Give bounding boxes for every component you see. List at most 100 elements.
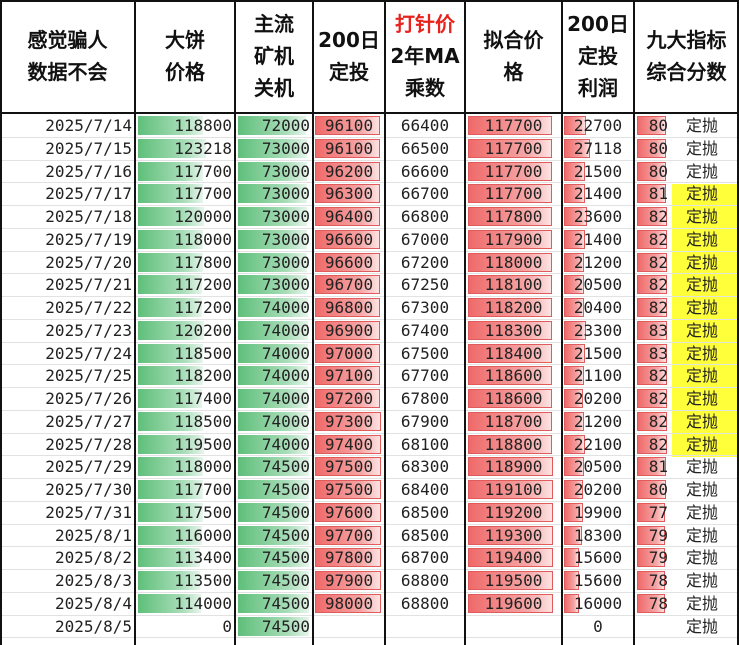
- btc-price-value: 120200: [174, 320, 232, 340]
- dca-profit-value: 22700: [573, 116, 623, 135]
- cell-date: 2025/7/20: [0, 251, 135, 274]
- cell-fitted-price: 117800: [465, 205, 562, 228]
- signal-text: 定抛: [686, 252, 719, 272]
- header-line: 感觉骗人: [27, 28, 108, 52]
- miner-shutdown-bar: [238, 116, 306, 135]
- miner-shutdown-bar: [238, 320, 308, 340]
- cell-btc-price: 120200: [135, 319, 235, 342]
- dca-profit-bar: [564, 138, 590, 158]
- dca-200-bar: [315, 252, 380, 272]
- dca-200-bar: [315, 161, 380, 181]
- cell-dca-profit: 21100: [562, 364, 634, 387]
- cell-btc-price: 120000: [135, 205, 235, 228]
- cell-miner-shutdown: 73000: [235, 160, 313, 183]
- ma-multiplier-value: 68500: [400, 525, 450, 545]
- table-row: 2025/7/27 118500 74000 97300 67900 118700 2120…: [0, 410, 739, 433]
- composite-score-value: 80: [648, 138, 668, 158]
- cell-miner-shutdown: 73000: [235, 228, 313, 251]
- date-text: 2025/7/30: [45, 480, 132, 499]
- composite-score-value: 80: [648, 116, 668, 135]
- cell-date: 2025/7/15: [0, 137, 135, 160]
- cell-composite-score: 79 定抛: [634, 524, 739, 547]
- table-row: 2025/7/18 120000 73000 96400 66800 117800 2360…: [0, 205, 739, 228]
- table-row: 2025/7/26 117400 74000 97200 67800 118600 2020…: [0, 387, 739, 410]
- header-line: 九大指标: [646, 28, 727, 52]
- composite-score-value: 77: [648, 502, 668, 522]
- cell-btc-price: 118500: [135, 342, 235, 365]
- cell-ma-multiplier: 68100: [385, 433, 465, 456]
- date-text: 2025/8/4: [54, 593, 132, 613]
- signal-text: 定抛: [686, 116, 719, 135]
- btc-price-bar: [138, 525, 202, 545]
- ma-multiplier-value: 68700: [400, 548, 450, 568]
- table-row: 2025/7/17 117700 73000 96300 66700 117700 2140…: [0, 182, 739, 205]
- ma-multiplier-value: 67500: [400, 343, 450, 363]
- cell-ma-multiplier: [385, 615, 465, 638]
- header-ma-multiplier: 打针价 2年MA 乘数: [385, 0, 465, 112]
- signal-text: 定抛: [686, 320, 719, 340]
- miner-shutdown-bar: [238, 616, 309, 636]
- miner-shutdown-bar: [238, 389, 308, 408]
- dca-profit-value: 21500: [573, 343, 623, 363]
- header-composite-score: 九大指标 综合分数: [634, 0, 739, 112]
- ma-multiplier-value: 66700: [400, 184, 450, 204]
- cell-dca-profit: 16000: [562, 592, 634, 615]
- cell-composite-score: 81 定抛: [634, 455, 739, 478]
- dca-200-value: 96700: [324, 275, 374, 295]
- cell-dca-200: 97200: [313, 387, 385, 410]
- fitted-price-value: 117700: [484, 138, 543, 158]
- dca-200-value: 97100: [324, 366, 374, 386]
- cell-btc-price: 119500: [135, 433, 235, 456]
- row-gridline: [0, 432, 739, 434]
- fitted-price-bar: [468, 343, 552, 363]
- btc-price-bar: [138, 502, 203, 522]
- miner-shutdown-value: 74500: [261, 525, 310, 545]
- cell-date: 2025/7/25: [0, 364, 135, 387]
- btc-price-bar: [138, 116, 203, 135]
- composite-score-bar: [637, 320, 667, 340]
- signal-text: 定抛: [686, 366, 719, 386]
- cell-ma-multiplier: 66500: [385, 137, 465, 160]
- fitted-price-value: 117900: [484, 229, 543, 249]
- fitted-price-bar: [468, 593, 553, 613]
- cell-dca-200: 96300: [313, 182, 385, 205]
- cell-miner-shutdown: 73000: [235, 182, 313, 205]
- dca-profit-value: 20200: [573, 480, 623, 499]
- miner-shutdown-bar: [238, 184, 307, 204]
- miner-shutdown-bar: [238, 298, 308, 317]
- composite-score-value: 82: [648, 229, 668, 249]
- dca-profit-value: 21200: [573, 252, 623, 272]
- row-gridline: [0, 500, 739, 502]
- btc-price-value: 119500: [174, 434, 232, 454]
- fitted-price-bar: [468, 525, 553, 545]
- dca-200-bar: [315, 389, 380, 408]
- cell-fitted-price: 119300: [465, 524, 562, 547]
- btc-price-value: 118200: [174, 366, 232, 386]
- cell-date: 2025/7/28: [0, 433, 135, 456]
- dca-profit-value: 20200: [573, 389, 623, 408]
- cell-dca-profit: 22700: [562, 114, 634, 137]
- dca-profit-bar: [564, 593, 579, 613]
- cell-date: 2025/8/3: [0, 569, 135, 592]
- composite-score-bar: [637, 434, 667, 454]
- column-divider: [234, 0, 236, 645]
- signal-text: 定抛: [686, 593, 719, 613]
- cell-composite-score: 82 定抛: [634, 364, 739, 387]
- dca-200-bar: [315, 411, 381, 431]
- cell-dca-200: 97600: [313, 501, 385, 524]
- signal-text: 定抛: [686, 161, 719, 181]
- miner-shutdown-bar: [238, 525, 309, 545]
- btc-price-value: 113400: [174, 548, 232, 568]
- cell-miner-shutdown: 74500: [235, 524, 313, 547]
- dca-200-value: 96600: [324, 252, 374, 272]
- cell-fitted-price: 118600: [465, 387, 562, 410]
- dca-profit-value: 22100: [573, 434, 623, 454]
- composite-score-bar: [637, 571, 665, 590]
- btc-price-value: 123218: [174, 138, 232, 158]
- btc-price-bar: [138, 548, 200, 568]
- miner-shutdown-value: 74000: [261, 411, 310, 431]
- cell-btc-price: 123218: [135, 137, 235, 160]
- signal-text: 定抛: [686, 229, 719, 249]
- fitted-price-bar: [468, 161, 552, 181]
- header-line: 数据不会: [27, 60, 108, 84]
